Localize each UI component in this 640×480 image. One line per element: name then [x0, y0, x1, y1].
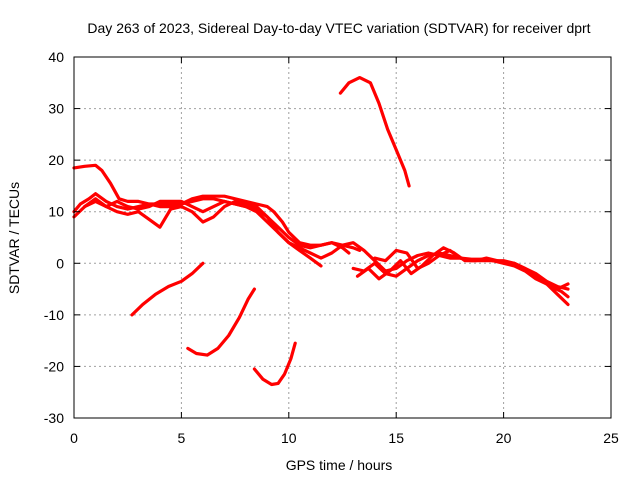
chart-title: Day 263 of 2023, Sidereal Day-to-day VTE…: [87, 20, 590, 36]
series-arc-6: [186, 287, 256, 357]
series-arc-7: [252, 341, 297, 387]
series-group: [72, 75, 570, 387]
y-axis-label: SDTVAR / TECUs: [6, 182, 22, 294]
grid: [74, 57, 611, 418]
x-tick-label: 10: [281, 430, 297, 446]
y-tick-label: 30: [48, 101, 64, 117]
y-tick-label: 10: [48, 204, 64, 220]
x-tick-label: 15: [388, 430, 404, 446]
x-tick-label: 0: [70, 430, 78, 446]
series-arc-12: [491, 259, 570, 291]
series-arc-1: [72, 163, 362, 252]
y-axis: -30 -20 -10 0 10 20 30 40: [44, 49, 611, 426]
y-tick-label: -10: [44, 307, 64, 323]
y-tick-label: 40: [48, 49, 64, 65]
x-tick-label: 25: [603, 430, 619, 446]
x-axis: 0 5 10 15 20 25: [70, 57, 619, 446]
x-tick-label: 5: [178, 430, 186, 446]
x-tick-label: 20: [496, 430, 512, 446]
y-tick-label: -30: [44, 410, 64, 426]
y-tick-label: -20: [44, 358, 64, 374]
y-tick-label: 20: [48, 152, 64, 168]
x-axis-label: GPS time / hours: [286, 457, 393, 473]
series-arc-11: [355, 246, 570, 299]
plot-frame: [73, 56, 612, 419]
y-tick-label: 0: [56, 255, 64, 271]
series-arc-5: [130, 261, 205, 317]
series-arc-8: [338, 75, 411, 188]
series-arc-4: [83, 199, 463, 273]
